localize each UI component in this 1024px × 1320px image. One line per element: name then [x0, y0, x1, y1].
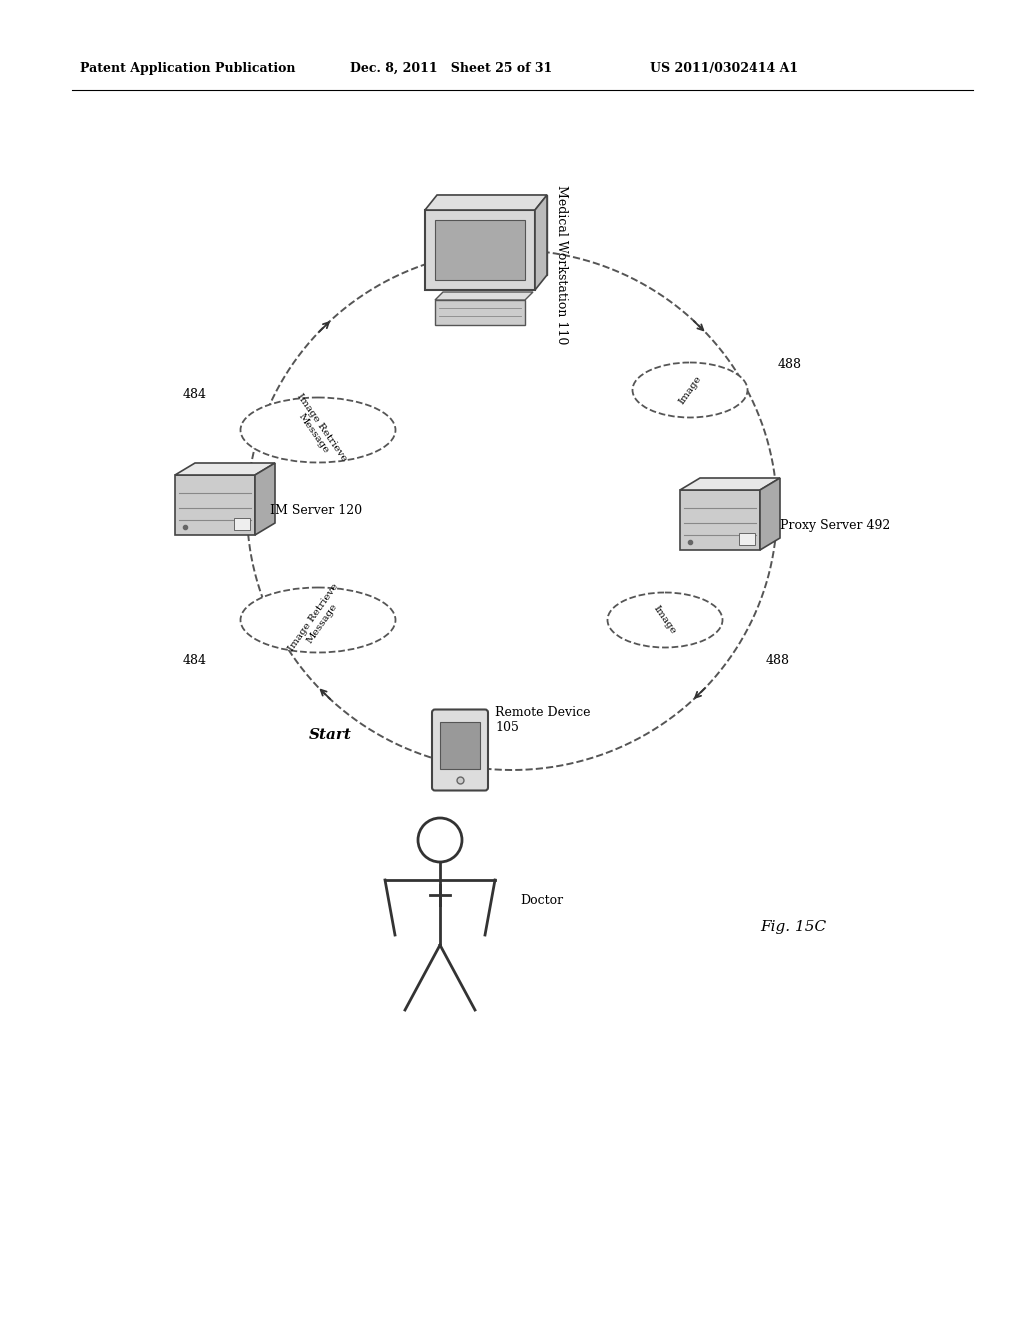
- Text: Proxy Server 492: Proxy Server 492: [780, 519, 890, 532]
- Polygon shape: [680, 490, 760, 550]
- Text: US 2011/0302414 A1: US 2011/0302414 A1: [650, 62, 798, 75]
- Text: Start: Start: [308, 729, 351, 742]
- Text: Image Retrieve
Message: Image Retrieve Message: [287, 392, 349, 469]
- FancyBboxPatch shape: [739, 533, 755, 545]
- Text: 484: 484: [183, 388, 207, 401]
- Polygon shape: [437, 195, 547, 275]
- Text: 488: 488: [766, 653, 790, 667]
- Ellipse shape: [241, 587, 395, 652]
- Text: Patent Application Publication: Patent Application Publication: [80, 62, 296, 75]
- Polygon shape: [680, 478, 780, 490]
- Polygon shape: [760, 478, 780, 550]
- Polygon shape: [175, 475, 255, 535]
- Text: 488: 488: [778, 359, 802, 371]
- Text: Medical Workstation 110: Medical Workstation 110: [555, 185, 568, 345]
- Text: 484: 484: [183, 653, 207, 667]
- Ellipse shape: [607, 593, 723, 648]
- FancyBboxPatch shape: [234, 517, 250, 531]
- Text: Doctor: Doctor: [520, 894, 563, 907]
- Polygon shape: [435, 300, 525, 325]
- Text: Dec. 8, 2011   Sheet 25 of 31: Dec. 8, 2011 Sheet 25 of 31: [350, 62, 552, 75]
- Text: IM Server 120: IM Server 120: [270, 503, 362, 516]
- Polygon shape: [425, 195, 547, 210]
- Ellipse shape: [241, 397, 395, 462]
- Text: Remote Device
105: Remote Device 105: [495, 706, 591, 734]
- Polygon shape: [435, 292, 534, 300]
- Text: Fig. 15C: Fig. 15C: [760, 920, 826, 935]
- FancyBboxPatch shape: [440, 722, 480, 768]
- Polygon shape: [535, 195, 547, 290]
- Polygon shape: [175, 463, 275, 475]
- Text: Image: Image: [677, 374, 703, 407]
- Text: Image Retrieve
Message: Image Retrieve Message: [287, 582, 349, 659]
- Polygon shape: [435, 220, 525, 280]
- Polygon shape: [255, 463, 275, 535]
- FancyBboxPatch shape: [432, 710, 488, 791]
- Polygon shape: [425, 210, 535, 290]
- Text: Image: Image: [652, 605, 678, 636]
- Ellipse shape: [633, 363, 748, 417]
